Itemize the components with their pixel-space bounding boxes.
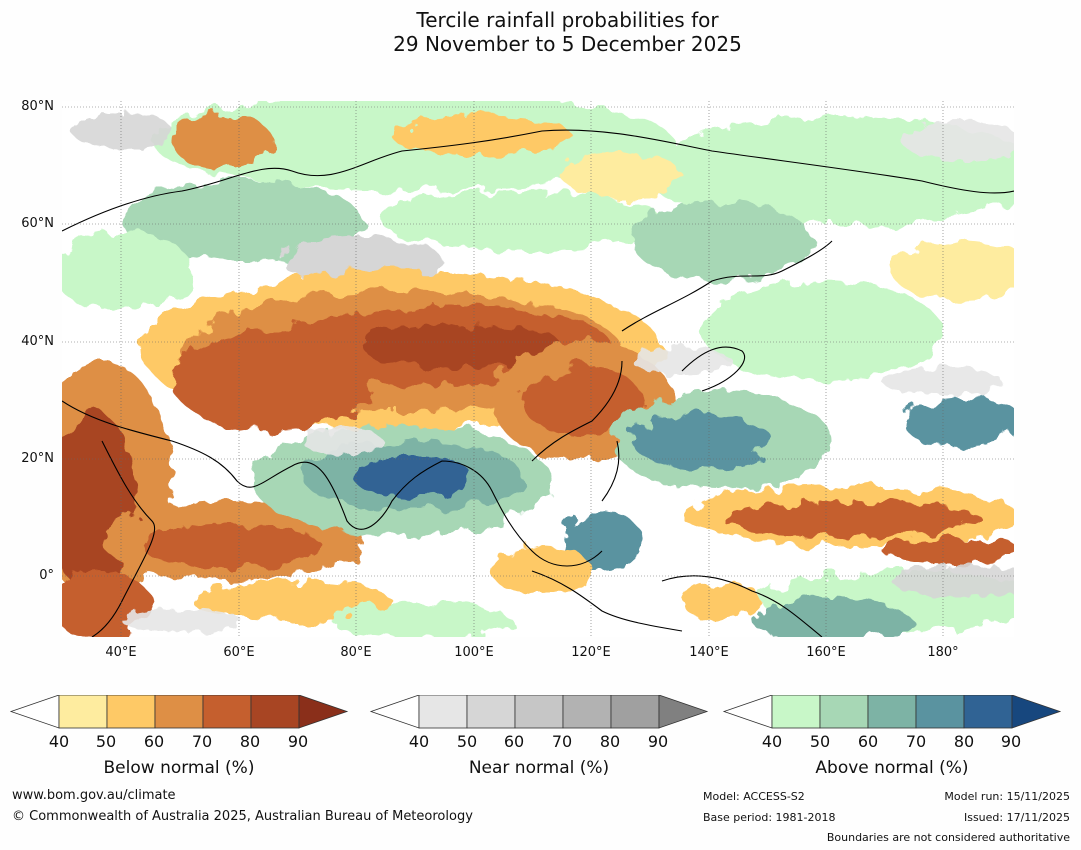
- cbar-below-over-arrow: [298, 695, 349, 729]
- cbar-below-bin-5: [250, 695, 300, 729]
- cbar-above-caption: Above normal (%): [815, 758, 969, 778]
- cbar-above-tick-60: 60: [857, 732, 879, 751]
- lon-label-100e: 100°E: [454, 645, 494, 660]
- probability-shading: [62, 101, 1014, 637]
- cbar-near-bin-2: [466, 695, 516, 729]
- cbar-below-bin-3: [154, 695, 204, 729]
- cbar-near-bin-5: [610, 695, 660, 729]
- lat-label-20n: 20°N: [21, 451, 54, 466]
- lat-label-40n: 40°N: [21, 334, 54, 349]
- cbar-below-tick-70: 70: [191, 732, 213, 751]
- website-link[interactable]: www.bom.gov.au/climate: [12, 788, 176, 803]
- lat-label-0: 0°: [39, 568, 54, 583]
- cbar-near-tick-70: 70: [551, 732, 573, 751]
- cbar-near-bin-4: [562, 695, 612, 729]
- cbar-below-tick-80: 80: [239, 732, 261, 751]
- graticule: [62, 101, 1014, 637]
- cbar-near-caption: Near normal (%): [468, 758, 610, 778]
- title-line-1: Tercile rainfall probabilities for: [416, 8, 719, 32]
- map-canvas: [62, 101, 1014, 637]
- lon-label-160e: 160°E: [806, 645, 846, 660]
- cbar-above-over-arrow: [1011, 695, 1062, 729]
- cbar-above-bin-5: [963, 695, 1013, 729]
- cbar-above-tick-50: 50: [809, 732, 831, 751]
- lon-label-180: 180°: [927, 645, 959, 660]
- cbar-below-tick-60: 60: [143, 732, 165, 751]
- model-run-text: Model run: 15/11/2025: [944, 790, 1070, 803]
- probability-map: [62, 101, 1014, 637]
- cbar-above-tick-70: 70: [905, 732, 927, 751]
- cbar-above-tick-40: 40: [761, 732, 783, 751]
- copyright-text: © Commonwealth of Australia 2025, Austra…: [12, 809, 473, 824]
- cbar-near-tick-50: 50: [456, 732, 478, 751]
- lat-label-60n: 60°N: [21, 216, 54, 231]
- lon-label-140e: 140°E: [689, 645, 729, 660]
- cbar-above-tick-80: 80: [953, 732, 975, 751]
- cbar-near-tick-80: 80: [599, 732, 621, 751]
- model-text: Model: ACCESS-S2: [703, 790, 805, 803]
- cbar-above-under-arrow: [722, 695, 773, 729]
- map-title: Tercile rainfall probabilities for 29 No…: [0, 8, 1081, 56]
- issued-text: Issued: 17/11/2025: [963, 811, 1070, 824]
- title-line-2: 29 November to 5 December 2025: [393, 32, 742, 56]
- cbar-near-over-arrow: [658, 695, 709, 729]
- disclaimer-text: Boundaries are not considered authoritat…: [826, 831, 1070, 844]
- cbar-above-bin-1: [771, 695, 821, 729]
- near-normal-patches: [72, 113, 1014, 633]
- colorbar-legends: [9, 695, 1062, 729]
- lat-label-80n: 80°N: [21, 99, 54, 114]
- cbar-above-bin-2: [819, 695, 869, 729]
- lon-label-40e: 40°E: [105, 645, 137, 660]
- cbar-below-bin-4: [202, 695, 252, 729]
- cbar-below-tick-90: 90: [287, 732, 309, 751]
- cbar-near-tick-60: 60: [503, 732, 525, 751]
- cbar-above-bin-3: [867, 695, 917, 729]
- cbar-below-bin-2: [106, 695, 156, 729]
- cbar-near-tick-90: 90: [647, 732, 669, 751]
- cbar-above-tick-90: 90: [1000, 732, 1022, 751]
- base-period-text: Base period: 1981-2018: [703, 811, 836, 824]
- cbar-near-under-arrow: [369, 695, 420, 729]
- lon-label-80e: 80°E: [340, 645, 372, 660]
- cbar-below-bin-1: [58, 695, 108, 729]
- cbar-near-tick-40: 40: [408, 732, 430, 751]
- cbar-near-bin-3: [514, 695, 564, 729]
- lon-label-120e: 120°E: [571, 645, 611, 660]
- cbar-below-under-arrow: [9, 695, 60, 729]
- lon-label-60e: 60°E: [223, 645, 255, 660]
- cbar-below-caption: Below normal (%): [103, 758, 255, 778]
- coastlines: [62, 129, 1014, 637]
- cbar-below-tick-40: 40: [48, 732, 70, 751]
- cbar-above-bin-4: [915, 695, 965, 729]
- cbar-near-bin-1: [418, 695, 468, 729]
- cbar-below-tick-50: 50: [95, 732, 117, 751]
